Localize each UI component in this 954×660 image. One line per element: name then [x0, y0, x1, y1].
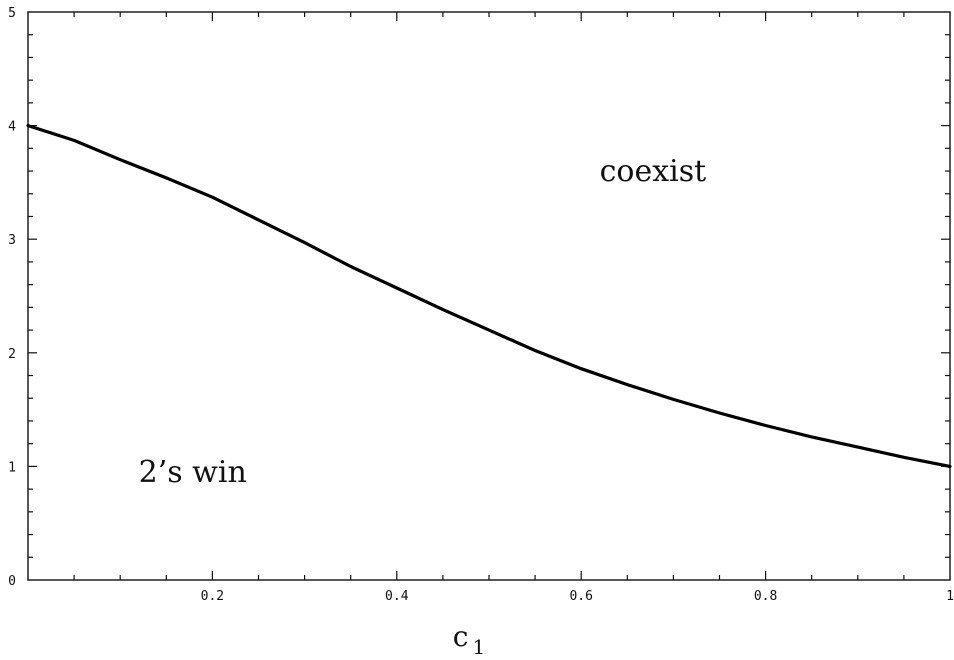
series-line	[26, 124, 952, 468]
x-axis-title-main: c	[453, 620, 469, 653]
axis-tick-labels: 0.2 0.4 0.6 0.8 1 0 1 2 3 4 5	[8, 6, 954, 604]
x-tick-label: 0.4	[385, 589, 409, 604]
region-label-coexist: coexist	[600, 154, 707, 189]
x-tick-label: 0.2	[201, 589, 224, 604]
plot-frame	[27, 11, 951, 581]
y-tick-label: 2	[8, 347, 16, 362]
y-tick-label: 4	[8, 120, 16, 135]
region-annotations: coexist 2’s win	[139, 154, 707, 490]
x-tick-label: 0.6	[569, 589, 592, 604]
x-axis-title-subscript: 1	[472, 635, 485, 659]
x-tick-label: 0.8	[754, 589, 777, 604]
y-tick-label: 5	[8, 6, 16, 21]
y-tick-label: 3	[8, 233, 16, 248]
y-tick-label: 0	[8, 574, 16, 589]
x-tick-label: 1	[946, 589, 954, 604]
axis-ticks	[28, 12, 950, 580]
region-label-2s-win: 2’s win	[139, 455, 247, 490]
y-tick-label: 1	[8, 460, 16, 475]
